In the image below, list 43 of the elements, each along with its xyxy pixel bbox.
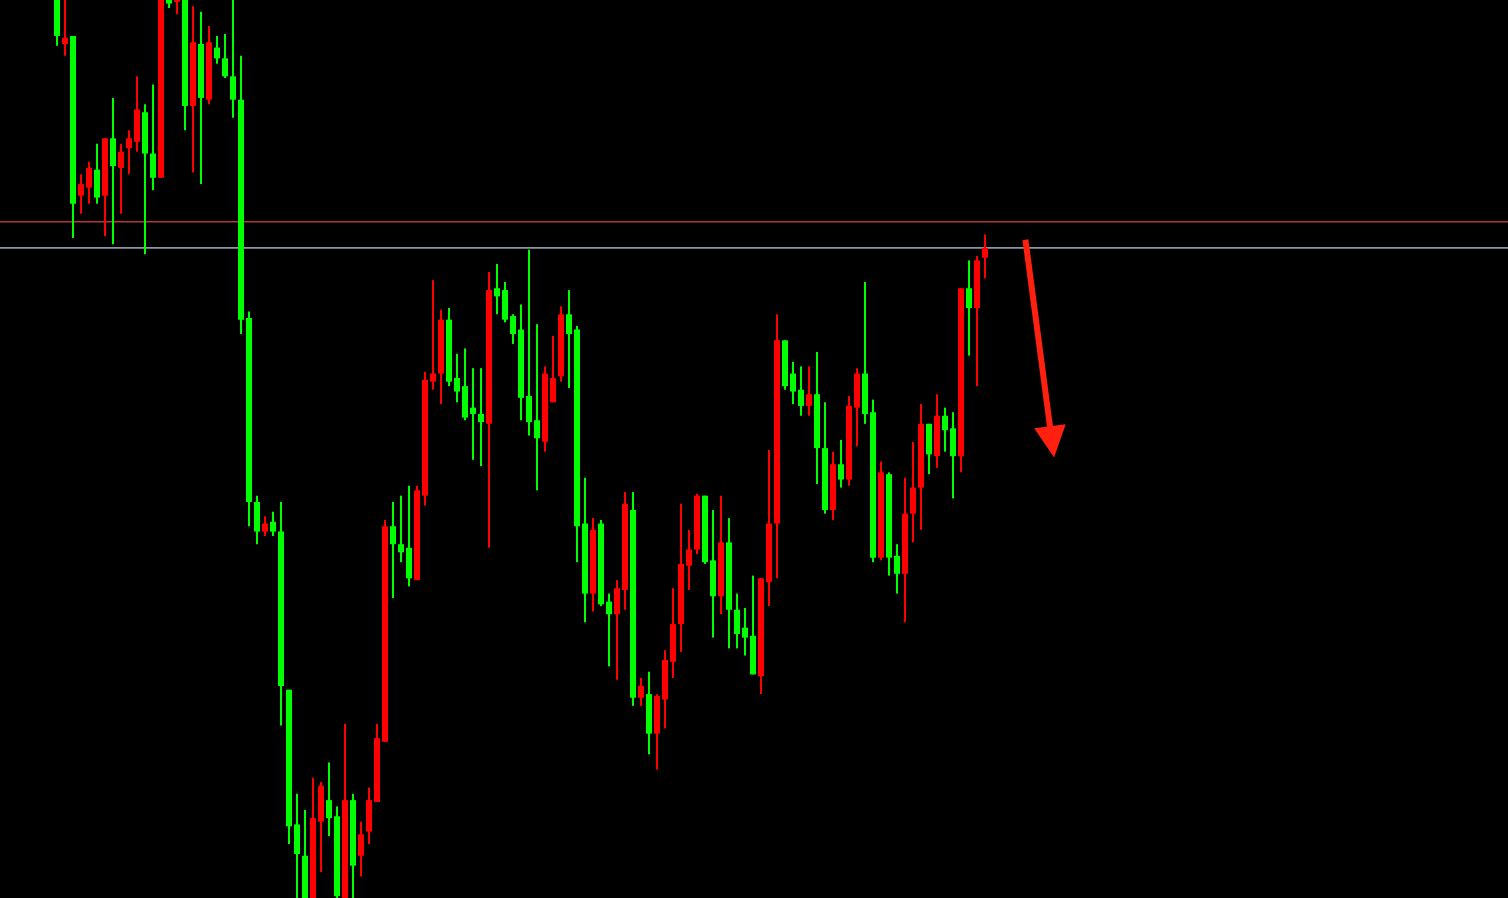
candlestick — [118, 142, 124, 215]
candlestick — [94, 142, 100, 205]
candlestick — [830, 450, 837, 521]
candlestick — [942, 406, 949, 453]
candlestick — [270, 510, 276, 538]
candlestick — [134, 75, 140, 153]
candlestick — [734, 592, 741, 650]
candlestick — [86, 160, 92, 205]
candlestick — [526, 248, 533, 437]
candlestick — [142, 103, 148, 256]
candlestick — [222, 33, 228, 80]
candlestick — [390, 500, 397, 600]
candlestick — [358, 820, 365, 878]
candlestick — [78, 173, 84, 215]
candlestick — [534, 323, 541, 492]
candlestick — [750, 574, 757, 676]
candlestick — [638, 676, 645, 707]
candlestick — [54, 0, 60, 47]
candlestick — [782, 339, 789, 391]
candlestick — [110, 96, 116, 246]
candlestick — [478, 367, 485, 468]
candlestick — [262, 515, 268, 538]
candlestick — [214, 34, 220, 65]
candlestick — [910, 440, 917, 544]
candlestick — [406, 484, 413, 588]
candlestick — [646, 670, 653, 756]
candlestick — [934, 393, 941, 469]
candlestick — [150, 83, 156, 192]
candlestick — [230, 0, 236, 119]
candlestick — [926, 422, 933, 476]
candlestick — [462, 347, 469, 422]
candlestick — [982, 233, 989, 280]
candlestick — [62, 0, 68, 57]
candlestick — [470, 367, 477, 461]
candlestick — [254, 494, 260, 546]
candlestick — [302, 808, 308, 898]
candlestick — [838, 439, 845, 489]
candlestick — [798, 365, 805, 417]
candlestick — [966, 259, 973, 357]
candlestick — [806, 365, 813, 417]
candlestick — [494, 263, 501, 316]
candlestick — [974, 254, 981, 388]
candlestick — [950, 411, 957, 500]
